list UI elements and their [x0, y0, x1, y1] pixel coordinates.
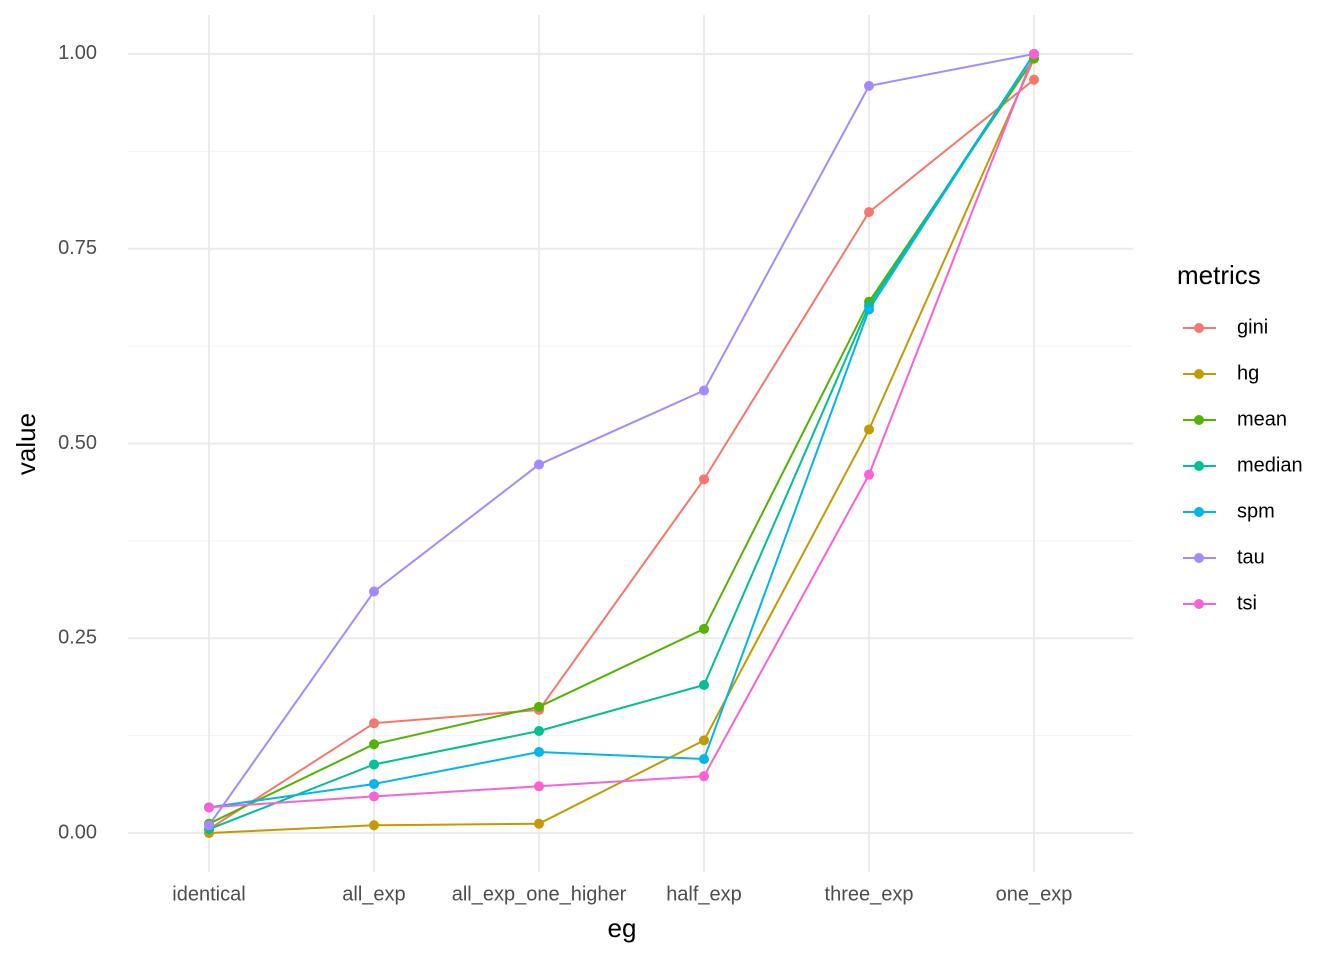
point	[534, 747, 544, 758]
series-line	[208, 52, 1035, 826]
legend-label: tau	[1237, 546, 1265, 568]
point	[369, 759, 379, 770]
series-line	[208, 53, 1035, 831]
point	[534, 459, 544, 470]
x-tick-label: half_exp	[666, 883, 742, 905]
x-tick-label: three_exp	[825, 883, 914, 905]
point	[699, 754, 709, 765]
legend-label: spm	[1237, 500, 1275, 522]
legend-label: gini	[1237, 316, 1268, 338]
y-tick-label: 0.75	[58, 237, 97, 259]
point	[534, 781, 544, 792]
legend-label: tsi	[1237, 592, 1257, 614]
point	[699, 623, 709, 634]
legend-key-point	[1194, 553, 1204, 563]
x-tick-label: identical	[172, 883, 245, 905]
point	[699, 680, 709, 691]
legend-key-point	[1194, 461, 1204, 471]
series-line	[208, 58, 1035, 835]
x-tick-label: one_exp	[996, 883, 1073, 905]
point	[369, 586, 379, 597]
x-tick-label: all_exp_one_higher	[452, 883, 627, 905]
legend-label: mean	[1237, 408, 1287, 430]
point	[534, 725, 544, 736]
point	[864, 469, 874, 480]
point	[864, 207, 874, 218]
x-tick-label: all_exp	[342, 883, 405, 905]
point	[369, 718, 379, 729]
point	[699, 385, 709, 396]
point	[369, 791, 379, 802]
point	[1029, 48, 1039, 59]
y-tick-label: 0.25	[58, 627, 97, 649]
point	[369, 778, 379, 789]
y-axis-title: value	[11, 413, 41, 475]
point	[699, 735, 709, 746]
point	[369, 739, 379, 750]
legend-key-point	[1194, 415, 1204, 425]
point	[864, 424, 874, 435]
point	[204, 820, 214, 831]
point	[1029, 74, 1039, 85]
y-tick-label: 0.50	[58, 432, 97, 454]
series-line	[208, 58, 1035, 825]
point	[204, 802, 214, 813]
legend-label: hg	[1237, 362, 1259, 384]
y-tick-label: 0.00	[58, 821, 97, 843]
point	[699, 771, 709, 782]
legend-title: metrics	[1177, 260, 1261, 290]
legend-key-point	[1194, 323, 1204, 333]
point	[864, 304, 874, 315]
legend-label: median	[1237, 454, 1303, 476]
series-line	[208, 78, 1035, 830]
point	[534, 818, 544, 829]
legend-key-point	[1194, 599, 1204, 609]
legend-key-point	[1194, 369, 1204, 379]
point	[369, 820, 379, 831]
point	[864, 80, 874, 91]
x-axis-title: eg	[608, 913, 637, 943]
legend-key-point	[1194, 507, 1204, 517]
point	[699, 474, 709, 485]
series-line	[208, 53, 1035, 809]
y-tick-label: 1.00	[58, 42, 97, 64]
series-line	[208, 53, 1035, 809]
point	[534, 701, 544, 712]
